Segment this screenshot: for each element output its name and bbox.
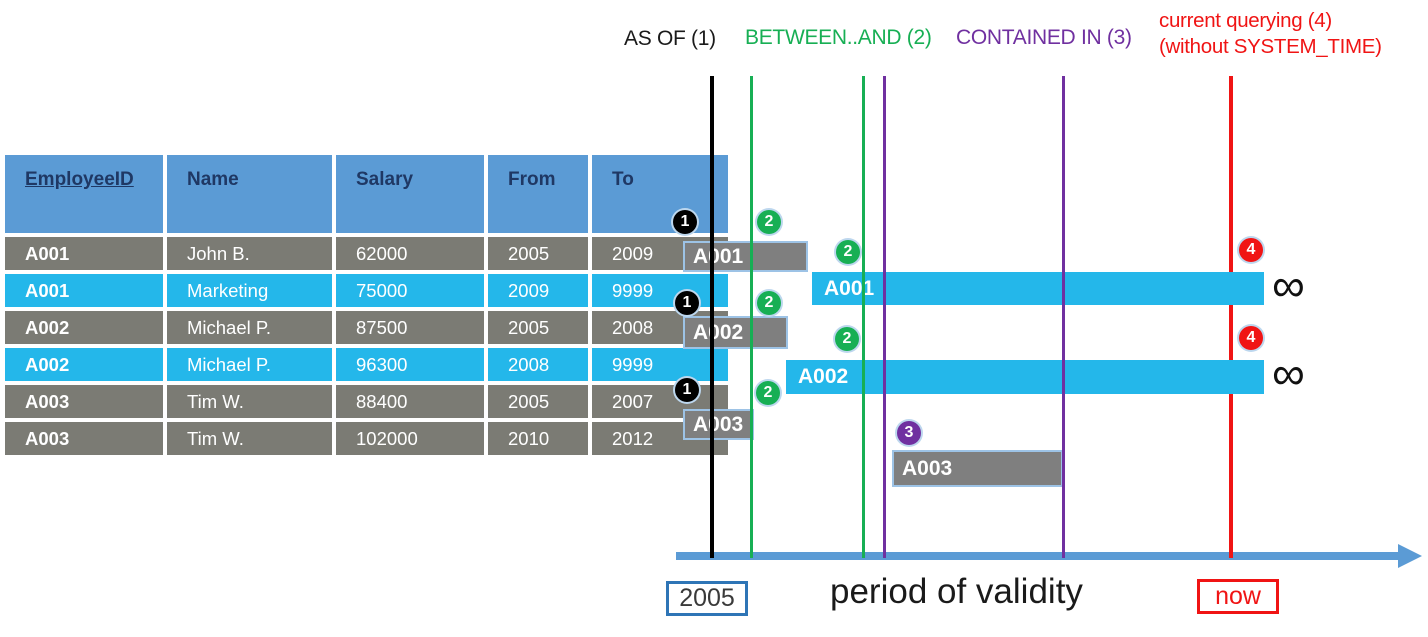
- between-and-end-line: [862, 76, 865, 558]
- now-query-line: [1229, 76, 1233, 558]
- cell-name: Michael P.: [167, 311, 332, 344]
- cell-employeeid: A003: [5, 422, 163, 455]
- badge-2-a001-start: 2: [757, 210, 781, 234]
- table-row: A003 Tim W. 102000 2010 2012: [5, 422, 728, 455]
- validity-bar-a002-current: A002: [786, 360, 1264, 394]
- badge-4-a002: 4: [1239, 326, 1263, 350]
- cell-name: Tim W.: [167, 385, 332, 418]
- table-row: A001 Marketing 75000 2009 9999: [5, 274, 728, 307]
- badge-4-a001: 4: [1239, 238, 1263, 262]
- cell-name: Marketing: [167, 274, 332, 307]
- cell-name: Michael P.: [167, 348, 332, 381]
- table-row: A001 John B. 62000 2005 2009: [5, 237, 728, 270]
- badge-1-a001: 1: [673, 210, 697, 234]
- table-header-row: EmployeeID Name Salary From To: [5, 155, 728, 233]
- legend-current-querying: current querying (4) (without SYSTEM_TIM…: [1159, 8, 1382, 60]
- badge-3-a003: 3: [897, 421, 921, 445]
- badge-1-a002: 1: [675, 291, 699, 315]
- infinity-icon: ∞: [1272, 259, 1305, 311]
- validity-bar-a001-past: A001: [683, 241, 808, 272]
- badge-1-a003: 1: [675, 378, 699, 402]
- badge-2-a003: 2: [756, 381, 780, 405]
- column-header-employeeid: EmployeeID: [5, 155, 163, 233]
- cell-from: 2010: [488, 422, 588, 455]
- table-row: A003 Tim W. 88400 2005 2007: [5, 385, 728, 418]
- legend-current-querying-line1: current querying (4): [1159, 9, 1332, 32]
- validity-bar-a003-first: A003: [683, 409, 754, 440]
- cell-from: 2009: [488, 274, 588, 307]
- badge-2-a002-end: 2: [835, 327, 859, 351]
- as-of-query-line: [710, 76, 714, 558]
- axis-start-year-box: 2005: [666, 581, 748, 616]
- time-axis: [676, 552, 1400, 560]
- column-header-name: Name: [167, 155, 332, 233]
- column-header-salary: Salary: [336, 155, 484, 233]
- column-header-from: From: [488, 155, 588, 233]
- cell-to: 9999: [592, 348, 728, 381]
- cell-from: 2005: [488, 237, 588, 270]
- cell-employeeid: A003: [5, 385, 163, 418]
- table-row: A002 Michael P. 87500 2005 2008: [5, 311, 728, 344]
- cell-salary: 96300: [336, 348, 484, 381]
- cell-salary: 88400: [336, 385, 484, 418]
- validity-bar-a001-current: A001: [812, 272, 1264, 305]
- axis-title: period of validity: [830, 572, 1083, 611]
- cell-name: Tim W.: [167, 422, 332, 455]
- cell-employeeid: A002: [5, 311, 163, 344]
- legend-as-of: AS OF (1): [624, 27, 716, 50]
- between-and-start-line: [750, 76, 753, 558]
- cell-salary: 102000: [336, 422, 484, 455]
- cell-from: 2005: [488, 311, 588, 344]
- cell-to: 9999: [592, 274, 728, 307]
- cell-name: John B.: [167, 237, 332, 270]
- infinity-icon: ∞: [1272, 347, 1305, 399]
- cell-employeeid: A002: [5, 348, 163, 381]
- contained-in-start-line: [883, 76, 886, 558]
- badge-2-a001-end: 2: [836, 240, 860, 264]
- axis-now-box: now: [1197, 579, 1279, 614]
- cell-from: 2005: [488, 385, 588, 418]
- cell-from: 2008: [488, 348, 588, 381]
- cell-employeeid: A001: [5, 274, 163, 307]
- cell-salary: 62000: [336, 237, 484, 270]
- badge-2-a002-start: 2: [757, 291, 781, 315]
- legend-current-querying-line2: (without SYSTEM_TIME): [1159, 35, 1382, 58]
- table-row: A002 Michael P. 96300 2008 9999: [5, 348, 728, 381]
- validity-bar-a002-past: A002: [683, 316, 788, 349]
- validity-bar-a003-second: A003: [892, 450, 1063, 487]
- legend-contained-in: CONTAINED IN (3): [956, 26, 1132, 49]
- cell-salary: 87500: [336, 311, 484, 344]
- time-axis-arrow-icon: [1398, 544, 1422, 568]
- cell-salary: 75000: [336, 274, 484, 307]
- legend-between-and: BETWEEN..AND (2): [745, 26, 932, 49]
- column-header-to: To: [592, 155, 728, 233]
- contained-in-end-line: [1062, 76, 1065, 558]
- employee-history-table: EmployeeID Name Salary From To A001 John…: [1, 151, 732, 459]
- cell-employeeid: A001: [5, 237, 163, 270]
